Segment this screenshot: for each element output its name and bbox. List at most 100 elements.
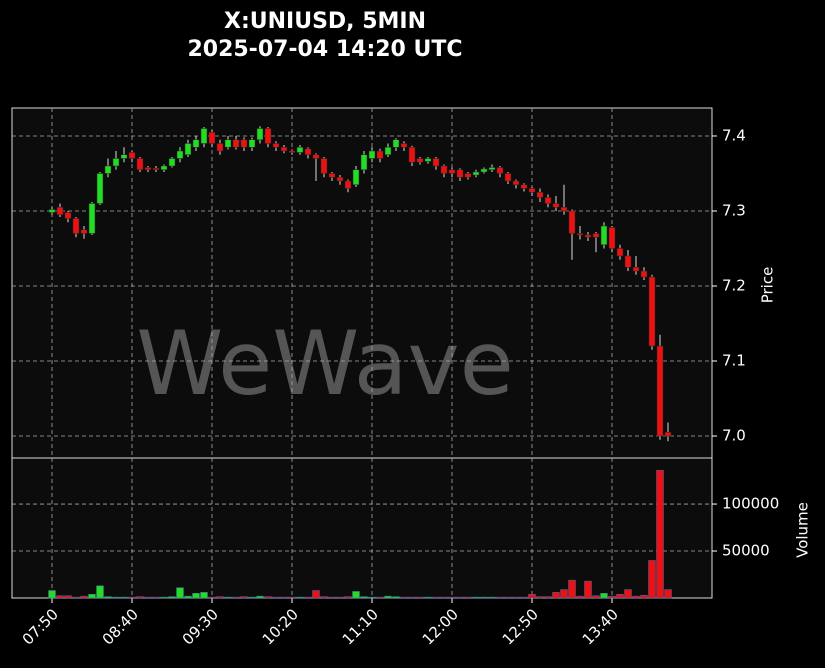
volume-bar [120,596,128,599]
volume-bar [624,589,632,599]
candle-body [184,143,192,155]
candle-body [224,139,232,148]
candle-body [528,188,536,193]
volume-bar [528,593,536,599]
volume-bar [56,595,64,599]
candle-body [160,165,168,170]
volume-bar [104,596,112,599]
x-tick-label: 11:10 [339,605,382,648]
volume-bar [328,596,336,599]
candle-body [536,191,544,198]
candle-body [112,158,120,167]
candle-body [448,169,456,174]
volume-bar [600,593,608,599]
candle-body [264,128,272,144]
volume-bar [248,596,256,599]
candle-body [296,146,304,153]
volume-bar [376,596,384,599]
candle-body [472,171,480,176]
volume-bar [152,596,160,599]
candle-body [440,165,448,174]
candle-body [256,128,264,140]
candle-body [520,184,528,189]
volume-bar [632,595,640,599]
volume-bar [176,587,184,599]
volume-bar [448,596,456,599]
x-tick-label: 13:40 [579,605,622,648]
volume-bar [520,596,528,599]
volume-bar [568,579,576,599]
volume-bar [432,596,440,599]
candle-body [648,276,656,347]
candle-body [280,146,288,152]
volume-bar [232,596,240,599]
candle-body [392,139,400,148]
volume-bar [280,596,288,599]
volume-bar [560,589,568,599]
volume-bar [88,593,96,599]
candle-body [304,148,312,155]
candle-body [600,225,608,245]
volume-bar [368,596,376,599]
volume-bar [616,593,624,599]
y-tick-label: 7.3 [722,201,746,219]
volume-bar [392,596,400,599]
candle-body [584,234,592,238]
volume-bar [480,596,488,599]
candle-body [168,158,176,167]
candle-body [464,173,472,178]
candle-body [368,150,376,159]
volume-bar [656,469,664,599]
y-tick-label: 7.2 [722,277,746,295]
candle-body [664,432,672,437]
volume-bar [112,596,120,599]
candle-body [312,154,320,159]
candle-body [576,233,584,236]
volume-bar [264,596,272,599]
candle-body [432,158,440,167]
candle-body [200,128,208,144]
x-tick-label: 12:50 [499,605,542,648]
volume-bar [408,596,416,599]
candle-body [544,197,552,204]
candle-body [328,173,336,178]
candle-body [96,173,104,204]
volume-bar [488,596,496,599]
x-tick-label: 07:50 [19,605,62,648]
candle-body [592,233,600,238]
volume-bar [48,590,56,599]
volume-bar [288,596,296,599]
volume-bar [224,596,232,599]
candle-body [288,150,296,153]
volume-bar [344,596,352,599]
volume-bar [576,595,584,599]
candle-body [416,158,424,163]
x-tick-label: 12:00 [419,605,462,648]
volume-bar [304,596,312,599]
candle-body [488,167,496,170]
volume-bar [592,595,600,599]
candle-body [552,203,560,208]
x-tick-label: 09:30 [179,605,222,648]
candle-body [248,139,256,148]
candle-body [560,206,568,212]
candle-body [320,158,328,174]
volume-bar [80,595,88,599]
volume-tick-label: 50000 [722,542,770,560]
volume-bar [64,595,72,599]
volume-bar [400,596,408,599]
candle-body [80,229,88,234]
volume-bar [384,595,392,599]
volume-bar [184,595,192,599]
volume-bar [416,596,424,599]
candle-body [352,169,360,185]
volume-bar [664,589,672,599]
candle-body [344,180,352,189]
candle-body [384,146,392,155]
candle-body [120,154,128,159]
x-tick-label: 08:40 [99,605,142,648]
volume-bar [536,596,544,599]
candle-body [568,210,576,234]
candle-body [336,176,344,182]
candle-body [192,139,200,148]
